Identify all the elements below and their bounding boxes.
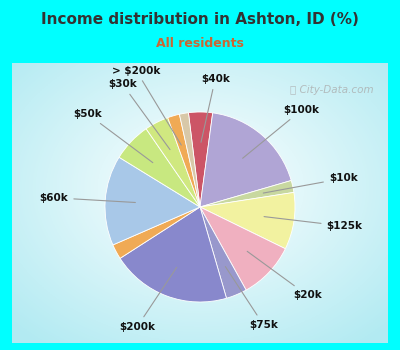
Text: $30k: $30k <box>108 79 170 149</box>
Text: $50k: $50k <box>73 109 153 163</box>
Wedge shape <box>188 112 213 207</box>
Wedge shape <box>120 207 226 302</box>
Wedge shape <box>168 114 200 207</box>
Wedge shape <box>200 113 291 207</box>
Text: $100k: $100k <box>243 105 320 158</box>
Text: $40k: $40k <box>201 74 230 142</box>
Text: $60k: $60k <box>40 193 135 203</box>
Text: $125k: $125k <box>264 217 362 231</box>
Text: Income distribution in Ashton, ID (%): Income distribution in Ashton, ID (%) <box>41 12 359 27</box>
Wedge shape <box>180 113 200 207</box>
Text: $75k: $75k <box>225 267 278 330</box>
Wedge shape <box>200 207 285 290</box>
Text: > $200k: > $200k <box>112 66 181 145</box>
Wedge shape <box>146 118 200 207</box>
Text: $10k: $10k <box>263 173 358 193</box>
Wedge shape <box>200 207 246 298</box>
Wedge shape <box>105 157 200 245</box>
Wedge shape <box>113 207 200 258</box>
Text: All residents: All residents <box>156 37 244 50</box>
Wedge shape <box>200 193 295 249</box>
Text: $200k: $200k <box>119 267 177 332</box>
Text: $20k: $20k <box>247 251 322 300</box>
Text: ⓘ City-Data.com: ⓘ City-Data.com <box>290 85 374 96</box>
Wedge shape <box>119 129 200 207</box>
Wedge shape <box>200 181 294 207</box>
